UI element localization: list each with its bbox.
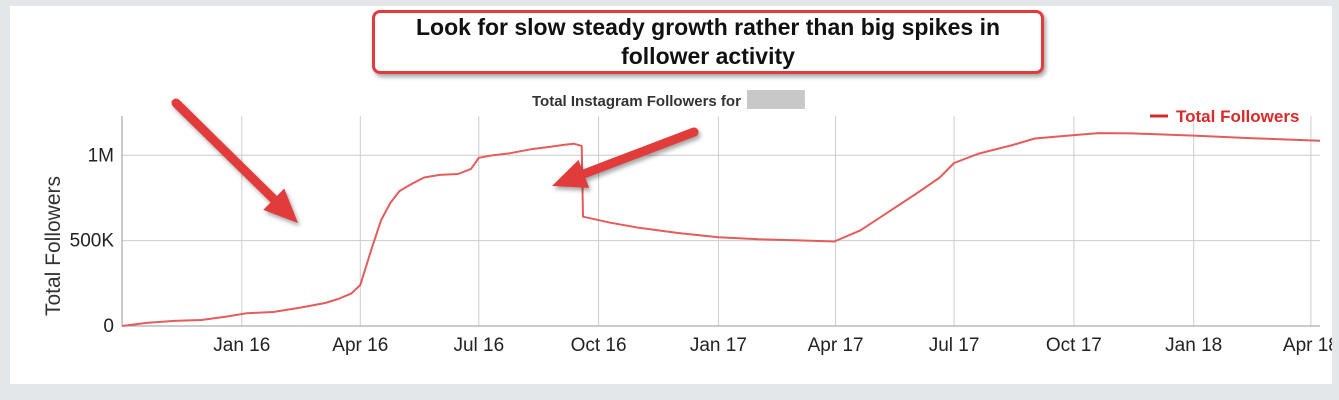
callout-text: Look for slow steady growth rather than …	[415, 14, 1001, 69]
x-tick-label: Apr 17	[808, 335, 864, 356]
arrow-shaft	[579, 127, 699, 179]
chart-title: Total Instagram Followers for	[532, 93, 741, 110]
x-tick-label: Oct 17	[1046, 335, 1102, 356]
y-tick-label: 0	[103, 316, 114, 337]
arrow-head	[552, 159, 590, 188]
y-tick-label: 500K	[70, 231, 115, 252]
callout-box: Look for slow steady growth rather than …	[372, 10, 1044, 74]
series-line-total-followers	[121, 132, 1321, 327]
x-tick-label: Apr 16	[332, 335, 388, 356]
y-tick-label: 1M	[88, 145, 114, 166]
x-tick-label: Jan 17	[690, 335, 747, 356]
x-tick-label: Apr 18	[1283, 335, 1332, 356]
x-tick-label: Jan 16	[213, 335, 270, 356]
legend-label: Total Followers	[1176, 107, 1299, 126]
x-tick-label: Oct 16	[571, 335, 627, 356]
x-tick-label: Jul 17	[929, 335, 980, 356]
y-axis-label: Total Followers	[42, 176, 65, 316]
x-tick-label: Jul 16	[453, 335, 504, 356]
x-tick-label: Jan 18	[1165, 335, 1222, 356]
arrow-head	[263, 188, 298, 223]
redacted-name-block	[746, 90, 805, 109]
arrow-drop-annotation	[552, 127, 699, 188]
followers-chart: Jan 16 Apr 16 Jul 16 Oct 16 Jan 17 Apr 17 Jul …	[42, 90, 1332, 356]
chart-panel: Jan 16 Apr 16 Jul 16 Oct 16 Jan 17 Apr 17 Jul …	[10, 6, 1332, 384]
arrow-rise-annotation	[171, 98, 298, 223]
arrow-shaft	[171, 98, 279, 204]
